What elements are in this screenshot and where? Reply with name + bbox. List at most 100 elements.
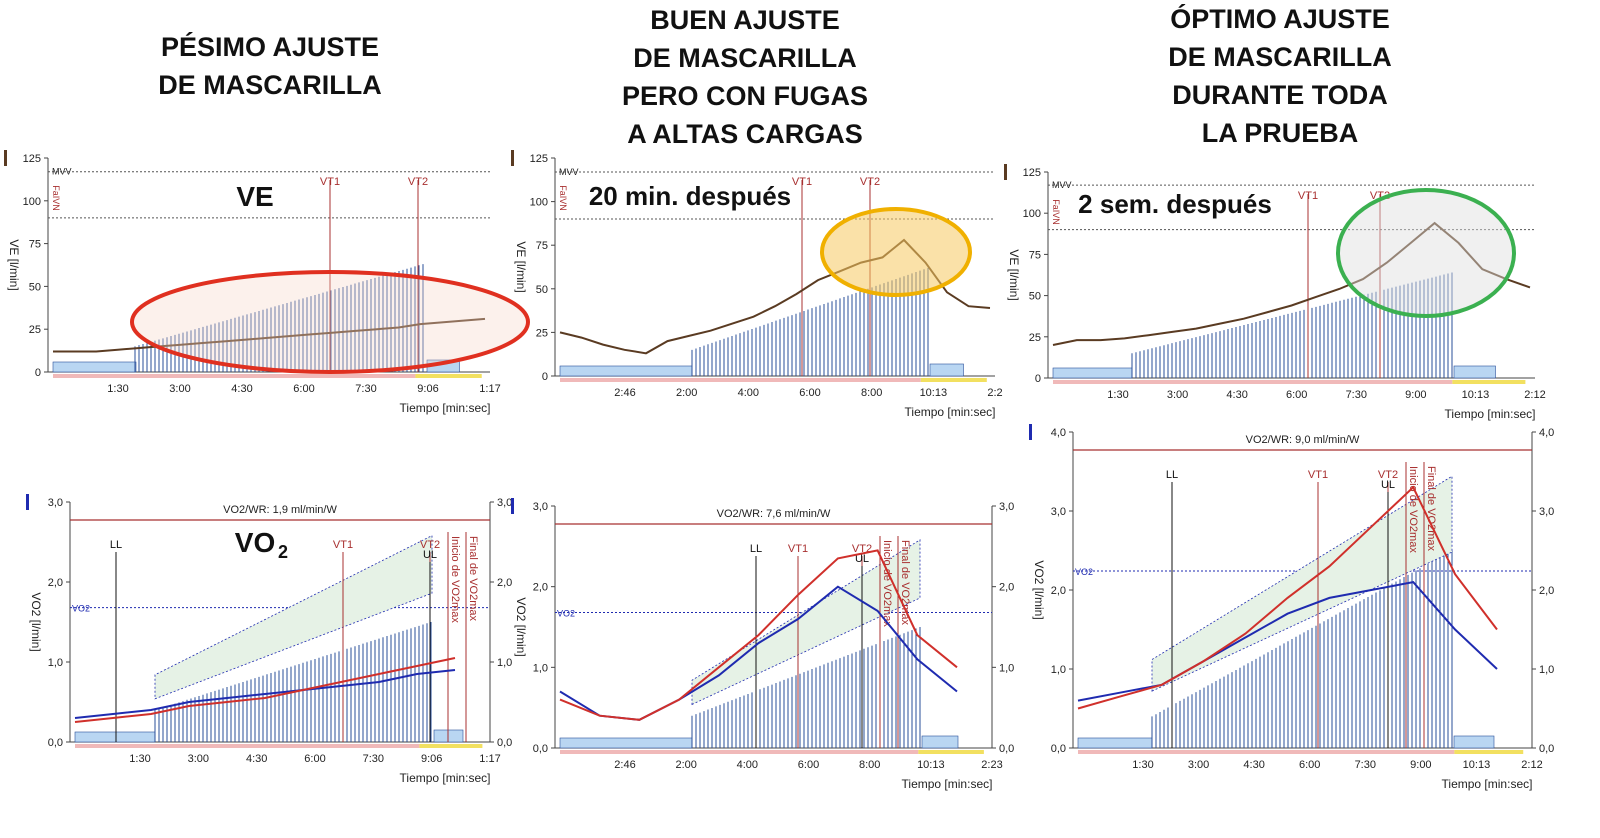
ve-col3-phase-bar [1053, 380, 1453, 384]
ve-col3-xtick-label: 6:00 [1286, 389, 1307, 401]
ve-col2-xtick-label: 2:2 [987, 387, 1002, 399]
vo2-col2-header: VO2/WR: 7,6 ml/min/W [717, 508, 831, 520]
ve-col2-phase-bar-recovery [920, 378, 987, 382]
ve-col3-legend-swatch [1004, 164, 1007, 180]
vo2-col1-warmup-step [74, 731, 156, 743]
vo2-col2-xlabel: Tiempo [min:sec] [902, 777, 993, 791]
ve-col1-marker-label-vt1: VT1 [320, 176, 340, 188]
vo2-col1-annot-1: Final de VO2max [467, 536, 479, 621]
ve-col3-xtick-label: 2:12 [1524, 389, 1545, 401]
ve-col3-ytick-label: 100 [1023, 208, 1041, 220]
vo2-col2-phase-bar [560, 750, 919, 754]
ve-col1-marker-label-vt2: VT2 [408, 176, 428, 188]
vo2-col2-phase-bar-recovery [918, 750, 984, 754]
vo2-col3-predicted-band [1151, 475, 1453, 692]
ve-col3-xtick-label: 7:30 [1346, 389, 1367, 401]
highlight-ring-red [130, 270, 530, 374]
vo2-col2-ytick-right-label: 3,0 [999, 501, 1014, 513]
vo2-col2-ytick-label: 0,0 [533, 743, 548, 755]
ve-col3-xtick-label: 3:00 [1167, 389, 1188, 401]
vo2-col1-ytick-label: 0,0 [48, 737, 63, 749]
ve-col2-small-label: FaIVN [558, 185, 568, 211]
ve-col2-marker-label-vt2: VT2 [860, 176, 880, 188]
vo2-col3-xtick-label: 2:12 [1521, 759, 1542, 771]
vo2-col2-ytick-right-label: 0,0 [999, 743, 1014, 755]
ve-big-label: VE [236, 181, 273, 212]
ve-col1-phase-bar-recovery [415, 374, 482, 378]
vo2-col1-ytick-right-label: 2,0 [497, 577, 512, 589]
vo2-col2-marker-label-ul: UL [855, 553, 869, 565]
ve-col3-xtick-label: 10:13 [1462, 389, 1490, 401]
ve-col2-xtick-label: 8:00 [861, 387, 882, 399]
vo2-col1-header: VO2/WR: 1,9 ml/min/W [223, 504, 337, 516]
vo2-col1-marker-label-ll: LL [110, 539, 122, 551]
ve-col2-recovery-step [929, 363, 964, 377]
vo2-col1-xtick-label: 4:30 [246, 753, 267, 765]
vo2-col3-ytick-label: 4,0 [1051, 427, 1066, 439]
note-col2: 20 min. después [589, 181, 791, 211]
ve-col3-recovery-step [1453, 365, 1496, 379]
ve-col3-small-label: FaIVN [1051, 199, 1061, 225]
vo2-col2-xtick-label: 8:00 [859, 759, 880, 771]
ve-col2-ytick-label: 125 [530, 153, 548, 165]
ve-col3-xlabel: Tiempo [min:sec] [1445, 407, 1536, 421]
vo2-col3-marker-label-vt1: VT1 [1308, 469, 1328, 481]
vo2-col2-xtick-label: 4:00 [737, 759, 758, 771]
ve-col1-xtick-label: 9:06 [417, 383, 438, 395]
vo2-col2-xtick-label: 2:23 [981, 759, 1002, 771]
vo2-col1-xtick-label: 6:00 [304, 753, 325, 765]
vo2-col3-xtick-label: 10:13 [1463, 759, 1491, 771]
ve-col1-xtick-label: 1:17 [479, 383, 500, 395]
vo2-col3-ytick-label: 3,0 [1051, 506, 1066, 518]
ve-col1-phase-bar [53, 374, 416, 378]
ve-col1-warmup-step [52, 361, 137, 373]
vo2-col1-ytick-label: 2,0 [48, 577, 63, 589]
vo2-col2-xtick-label: 6:00 [798, 759, 819, 771]
ve-col1-ylabel: VE [l/min] [7, 239, 21, 290]
highlight-ring-orange [820, 207, 972, 297]
vo2-col3-ytick-right-label: 0,0 [1539, 743, 1554, 755]
ve-col3-xtick-label: 4:30 [1226, 389, 1247, 401]
vo2-col1-ytick-label: 1,0 [48, 657, 63, 669]
vo2-col2-ytick-right-label: 2,0 [999, 582, 1014, 594]
vo2-col3-ytick-label: 2,0 [1051, 585, 1066, 597]
ve-col1-mvv-label: MVV [52, 167, 72, 177]
vo2-col3-ytick-right-label: 2,0 [1539, 585, 1554, 597]
vo2-col1-xlabel: Tiempo [min:sec] [400, 771, 491, 785]
vo2-col1-vo2-ref-label: VO2 [72, 604, 90, 614]
vo2-col1-marker-label-vt2: VT2 [420, 539, 440, 551]
vo2-col2-xtick-label: 10:13 [917, 759, 945, 771]
vo2-col2-annot-1: Final de VO2max [899, 540, 911, 625]
vo2-col3-marker-label-ul: UL [1381, 479, 1395, 491]
ve-col3-warmup-step [1052, 367, 1133, 379]
ve-col1-ytick-label: 75 [29, 239, 41, 251]
vo2-col2-recovery-step [921, 735, 959, 749]
vo2-big-label-sub: 2 [278, 542, 288, 562]
vo2-col3-ytick-label: 1,0 [1051, 664, 1066, 676]
vo2-col2-annot-0: Inicio de VO2max [881, 540, 893, 627]
ve-col1-ytick-label: 25 [29, 324, 41, 336]
ve-col2-ytick-label: 0 [542, 371, 548, 383]
ve-col3-ytick-label: 50 [1029, 291, 1041, 303]
vo2-col3-xtick-label: 4:30 [1243, 759, 1264, 771]
ve-col3-ytick-label: 25 [1029, 332, 1041, 344]
vo2-col2-legend-swatch [511, 498, 514, 514]
vo2-col2-series-vco2 [559, 549, 958, 721]
vo2-col3-phase-bar [1078, 750, 1455, 754]
vo2-col2-xtick-label: 2:00 [675, 759, 696, 771]
title-col3: ÓPTIMO AJUSTE DE MASCARILLA DURANTE TODA… [1168, 4, 1392, 148]
ve-col3-marker-label-vt1: VT1 [1298, 190, 1318, 202]
ve-col1-xtick-label: 3:00 [169, 383, 190, 395]
vo2-col2-ytick-label: 1,0 [533, 662, 548, 674]
ve-col3-xtick-label: 9:00 [1405, 389, 1426, 401]
vo2-col3-ytick-right-label: 3,0 [1539, 506, 1554, 518]
vo2-col3-warmup-step [1077, 737, 1153, 749]
vo2-col3-xlabel: Tiempo [min:sec] [1442, 777, 1533, 791]
ve-col2-ytick-label: 100 [530, 197, 548, 209]
ve-col3-ytick-label: 75 [1029, 249, 1041, 261]
vo2-col1-xtick-label: 1:17 [479, 753, 500, 765]
vo2-col1-marker-label-ul: UL [423, 549, 437, 561]
ve-col2-phase-bar [560, 378, 921, 382]
vo2-col1-series-vo2 [74, 669, 456, 719]
ve-col2-warmup-step [559, 365, 693, 377]
